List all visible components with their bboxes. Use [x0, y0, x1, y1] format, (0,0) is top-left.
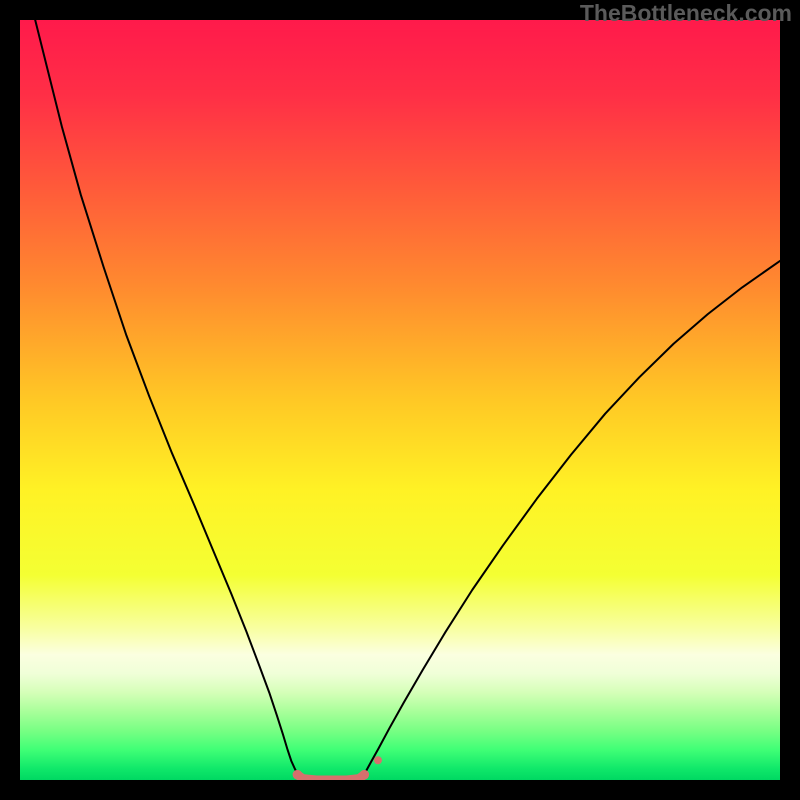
- plot-area: [20, 20, 780, 780]
- trough-extra-dot: [374, 756, 382, 764]
- trough-cap-left: [293, 770, 303, 780]
- watermark-text: TheBottleneck.com: [580, 0, 792, 27]
- curve-left: [35, 20, 298, 775]
- curve-layer: [20, 20, 780, 780]
- curve-right: [364, 261, 780, 775]
- trough-cap-right: [359, 770, 369, 780]
- trough-path: [297, 775, 364, 780]
